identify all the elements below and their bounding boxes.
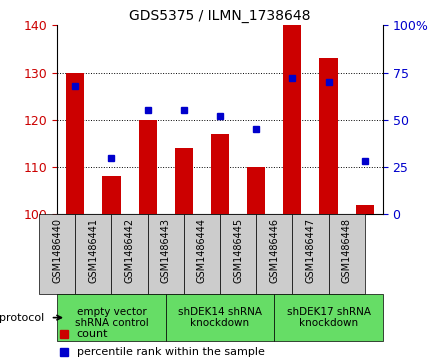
Bar — [184, 214, 220, 294]
Bar — [319, 58, 337, 214]
Bar — [211, 134, 229, 214]
Bar — [283, 25, 301, 214]
Text: GSM1486442: GSM1486442 — [125, 218, 135, 283]
Title: GDS5375 / ILMN_1738648: GDS5375 / ILMN_1738648 — [129, 9, 311, 23]
Bar — [75, 214, 111, 294]
Bar — [166, 294, 274, 341]
Bar — [175, 148, 193, 214]
Text: count: count — [77, 329, 108, 339]
Bar — [256, 214, 292, 294]
Text: percentile rank within the sample: percentile rank within the sample — [77, 347, 264, 357]
Text: shDEK17 shRNA
knockdown: shDEK17 shRNA knockdown — [286, 307, 370, 329]
Bar — [57, 294, 166, 341]
Bar — [329, 214, 365, 294]
Bar — [148, 214, 184, 294]
Text: GSM1486444: GSM1486444 — [197, 218, 207, 283]
Text: GSM1486441: GSM1486441 — [88, 218, 99, 283]
Bar — [292, 214, 329, 294]
Text: protocol: protocol — [0, 313, 44, 323]
Bar — [220, 214, 256, 294]
Text: GSM1486446: GSM1486446 — [269, 218, 279, 283]
Text: shDEK14 shRNA
knockdown: shDEK14 shRNA knockdown — [178, 307, 262, 329]
Text: GSM1486440: GSM1486440 — [52, 218, 62, 283]
Bar — [66, 73, 84, 214]
Bar — [111, 214, 148, 294]
Bar — [139, 120, 157, 214]
Bar — [247, 167, 265, 214]
Bar — [274, 294, 383, 341]
Bar — [356, 205, 374, 214]
Text: empty vector
shRNA control: empty vector shRNA control — [75, 307, 148, 329]
Text: GSM1486445: GSM1486445 — [233, 218, 243, 283]
Text: GSM1486448: GSM1486448 — [341, 218, 352, 283]
Text: GSM1486443: GSM1486443 — [161, 218, 171, 283]
Text: GSM1486447: GSM1486447 — [305, 218, 315, 283]
Bar — [39, 214, 75, 294]
Bar — [103, 176, 121, 214]
